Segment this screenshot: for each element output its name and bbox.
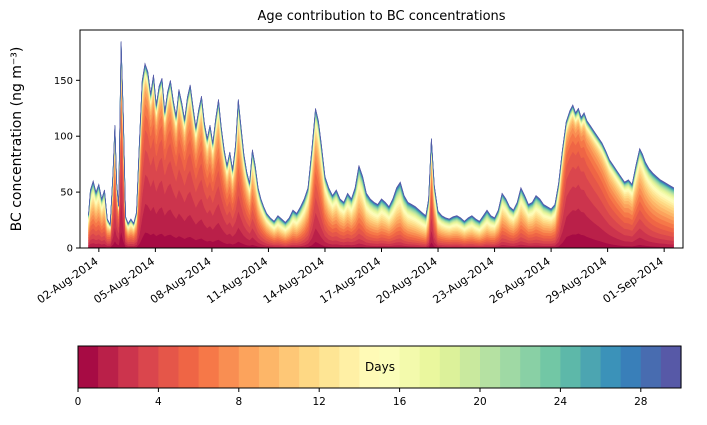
colorbar-segment bbox=[78, 346, 99, 388]
stacked-area-plot: 0 50 100 150 02-Aug-201405-Aug-201408-Aug-20… bbox=[35, 29, 684, 306]
colorbar-segment bbox=[178, 346, 200, 388]
colorbar-segment bbox=[560, 346, 582, 388]
x-tick-label: 05-Aug-2014 bbox=[91, 255, 157, 306]
x-tick-label: 14-Aug-2014 bbox=[261, 255, 327, 306]
colorbar-segment bbox=[258, 346, 280, 388]
x-tick-label: 17-Aug-2014 bbox=[317, 255, 383, 306]
x-tick-label: 11-Aug-2014 bbox=[204, 255, 270, 306]
x-tick-label: 20-Aug-2014 bbox=[374, 255, 440, 306]
x-tick-label: 23-Aug-2014 bbox=[431, 255, 497, 306]
colorbar-segment bbox=[620, 346, 642, 388]
colorbar-segment bbox=[439, 346, 461, 388]
colorbar-tick-label: 12 bbox=[313, 396, 326, 408]
colorbar-segment bbox=[480, 346, 501, 388]
area-layer-age-29 bbox=[88, 41, 674, 226]
colorbar-tick-label: 20 bbox=[473, 396, 486, 408]
colorbar-segment bbox=[660, 346, 682, 388]
colorbar-segment bbox=[600, 346, 622, 388]
colorbar-segment bbox=[339, 346, 360, 388]
colorbar-tick-label: 0 bbox=[75, 396, 82, 408]
colorbar-segment bbox=[379, 346, 401, 388]
colorbar-segment bbox=[359, 346, 381, 388]
colorbar-segment bbox=[520, 346, 541, 388]
colorbar-segment bbox=[299, 346, 320, 388]
y-tick-label: 50 bbox=[60, 188, 73, 199]
colorbar-segment bbox=[419, 346, 441, 388]
colorbar-tick-label: 24 bbox=[554, 396, 568, 408]
colorbar-segment bbox=[158, 346, 180, 388]
chart-title: Age contribution to BC concentrations bbox=[257, 9, 506, 24]
y-tick-label: 150 bbox=[54, 76, 73, 87]
colorbar-segment bbox=[98, 346, 119, 388]
y-tick-label: 0 bbox=[67, 244, 73, 255]
colorbar-label: Days bbox=[365, 360, 395, 374]
colorbar-segment bbox=[198, 346, 220, 388]
colorbar-segment bbox=[540, 346, 561, 388]
colorbar-tick-label: 28 bbox=[634, 396, 647, 408]
x-tick-label: 01-Sep-2014 bbox=[601, 255, 666, 306]
x-tick-label: 29-Aug-2014 bbox=[544, 255, 610, 306]
colorbar-segment bbox=[399, 346, 421, 388]
colorbar-segment bbox=[580, 346, 602, 388]
colorbar-segment bbox=[279, 346, 300, 388]
colorbar-segment bbox=[459, 346, 481, 388]
colorbar-segment bbox=[640, 346, 662, 388]
colorbar-segment bbox=[238, 346, 260, 388]
colorbar-segment bbox=[218, 346, 240, 388]
colorbar: 0 4 8 12 16 20 24 28 bbox=[75, 345, 682, 408]
x-tick-label: 26-Aug-2014 bbox=[487, 255, 553, 306]
colorbar-segment bbox=[118, 346, 139, 388]
x-tick-label: 08-Aug-2014 bbox=[148, 255, 214, 306]
colorbar-tick-label: 4 bbox=[155, 396, 162, 408]
colorbar-segment bbox=[138, 346, 159, 388]
colorbar-border bbox=[77, 345, 682, 389]
colorbar-tick-label: 8 bbox=[235, 396, 242, 408]
colorbar-segment bbox=[500, 346, 521, 388]
colorbar-tick-label: 16 bbox=[393, 396, 407, 408]
y-tick-label: 100 bbox=[54, 132, 73, 143]
colorbar-segment bbox=[319, 346, 340, 388]
x-tick-label: 02-Aug-2014 bbox=[35, 255, 101, 306]
